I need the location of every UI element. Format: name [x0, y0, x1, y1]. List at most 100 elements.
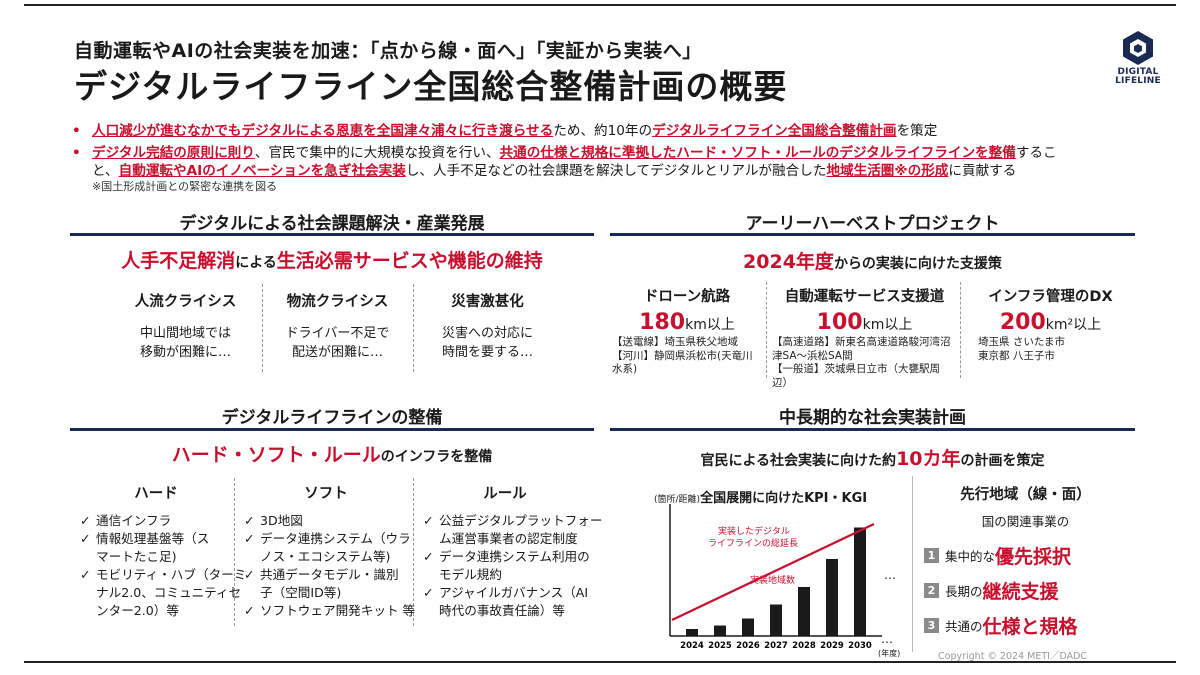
- project-detail-line: 【高速道路】新東名高速道路駿河湾沼: [772, 336, 951, 348]
- bullet-2-text: 、官民で集中的に大規模な投資を行い、: [254, 145, 500, 161]
- crisis-desc-line: 移動が困難に…: [139, 345, 231, 360]
- point-prefix: 長期の: [945, 584, 983, 599]
- bullet-2-emphasis-4: 地域生活圏※の形成: [826, 163, 949, 179]
- crisis-desc-disaster: 災害への対応に 時間を要する…: [420, 324, 555, 362]
- column-divider: [262, 284, 263, 372]
- region-subtitle: 国の関連事業の: [981, 514, 1070, 529]
- column-divider: [960, 282, 961, 378]
- list-item: ✓ 情報処理基盤等（ス: [80, 531, 210, 546]
- bar-2024: [686, 629, 698, 636]
- list-item: ✓ ソフトウェア開発キット 等: [244, 603, 416, 618]
- column-divider: [766, 282, 767, 378]
- list-item: ✓ データ連携システム利用の: [423, 549, 590, 564]
- project-unit: km以上: [685, 317, 735, 333]
- line-label-2: ライフラインの総延長: [708, 537, 798, 549]
- crisis-desc-line: ドライバー不足で: [285, 326, 390, 341]
- chart-trend-line: [671, 523, 875, 621]
- headline-end: の計画を策定: [960, 453, 1045, 469]
- category-title-soft: ソフト: [304, 486, 348, 502]
- project-number: 180: [639, 310, 686, 335]
- project-detail-line: 【一般道】茨城県日立市（大甕駅周: [772, 363, 940, 375]
- project-figure: 100km以上: [772, 310, 957, 335]
- bullet-2-emphasis-3: 自動運転やAIのイノベーションを急ぎ社会実装: [118, 163, 406, 179]
- bullet-2: • デジタル完結の原則に則り、官民で集中的に大規模な投資を行い、共通の仕様と規格…: [66, 144, 1146, 180]
- crisis-title-people: 人流クライシス: [134, 294, 237, 310]
- crisis-desc-line: 時間を要する…: [441, 345, 533, 360]
- bottom-rule: [24, 661, 1176, 663]
- project-details: 埼玉県 さいたま市 東京都 八王子市: [968, 336, 1133, 363]
- x-axis-unit: (年度): [878, 648, 900, 658]
- kpi-chart: 2024 2025 2026 2027 2028 2029 2030 実装したデジタル ライ…: [669, 504, 900, 658]
- chart-title: 全国展開に向けたKPI・KGI: [700, 491, 868, 506]
- point-prefix: 共通の: [945, 619, 983, 634]
- section-underline: [610, 428, 1135, 431]
- project-detail-line: 水系): [612, 363, 638, 375]
- bullet-1: • 人口減少が進むなかでもデジタルによる恩恵を全国津々浦々に行き渡らせるため、約…: [66, 122, 1146, 140]
- project-detail-line: 埼玉県 さいたま市: [978, 336, 1066, 348]
- project-title: インフラ管理のDX: [988, 289, 1113, 305]
- footnote: ※国土形成計画との緊密な連携を図る: [92, 180, 278, 193]
- point-emphasis: 仕様と規格: [982, 616, 1078, 638]
- page-title: デジタルライフライン全国総合整備計画の概要: [74, 67, 788, 106]
- list-item: ム運営事業者の認定制度: [439, 531, 578, 546]
- headline-emphasis-1: 人手不足解消: [121, 250, 236, 272]
- category-title-rule: ルール: [483, 486, 527, 502]
- project-detail-line: 【送電線】埼玉県秩父地域: [612, 336, 738, 348]
- x-tick-2024: 2024: [680, 641, 704, 651]
- project-title: ドローン航路: [643, 289, 731, 305]
- list-item: 時代の事故責任論）等: [439, 603, 565, 618]
- section-title-social-issues: デジタルによる社会課題解決・産業発展: [179, 214, 485, 234]
- bullet-2-emphasis-2: 共通の仕様と規格に準拠したハード・ソフト・ルールのデジタルライフラインを整備: [499, 145, 1016, 161]
- list-item: ✓ 通信インフラ: [80, 513, 172, 528]
- project-detail-line: 東京都 八王子市: [978, 349, 1055, 362]
- column-divider: [234, 478, 235, 626]
- leading-regions-panel: 先行地域（線・面） 国の関連事業の 1 集中的な優先採択 2 長期の継続支援 3 共通…: [918, 483, 1133, 639]
- axis-ellipsis: …: [881, 632, 893, 646]
- project-unit: km²以上: [1045, 317, 1102, 333]
- bullet-1-emphasis: 人口減少が進むなかでもデジタルによる恩恵を全国津々浦々に行き渡らせる: [92, 123, 554, 139]
- region-point-2: 2 長期の継続支援: [918, 577, 1133, 604]
- x-tick-2027: 2027: [764, 641, 788, 651]
- point-emphasis: 優先採択: [995, 546, 1072, 568]
- list-item: ✓ 3D地図: [244, 513, 303, 528]
- soft-list: ✓ 3D地図 ✓ データ連携システム（ウラ ノス・エコシステム等) ✓ 共通データモデ…: [244, 512, 416, 620]
- x-tick-2029: 2029: [820, 641, 844, 651]
- hard-list: ✓ 通信インフラ ✓ 情報処理基盤等（ス マートたこ足) ✓ モビリティ・ハブ（ターミ…: [80, 512, 247, 620]
- region-point-3: 3 共通の仕様と規格: [918, 612, 1133, 639]
- bullet-1-text: ため、約10年の: [553, 123, 653, 139]
- lifeline-headline: ハード・ソフト・ルールのインフラを整備: [70, 440, 594, 467]
- headline-rest: のインフラを整備: [380, 449, 493, 465]
- project-detail-line: 津SA～浜松SA間: [772, 349, 853, 362]
- headline-year: 2024年度: [743, 251, 834, 273]
- list-item: ✓ モビリティ・ハブ（ターミ: [80, 567, 247, 582]
- region-divider: [912, 476, 913, 652]
- list-item: ノス・エコシステム等): [260, 549, 391, 564]
- crisis-title-disaster: 災害激甚化: [451, 294, 524, 310]
- point-emphasis: 継続支援: [982, 581, 1059, 603]
- column-divider: [413, 284, 414, 372]
- line-label-1: 実装したデジタル: [718, 525, 790, 537]
- bar-2025: [714, 625, 726, 636]
- list-item: ✓ データ連携システム（ウラ: [244, 531, 411, 546]
- bar-2027: [770, 604, 782, 636]
- bar-label: 実装地域数: [750, 574, 795, 586]
- project-number: 200: [999, 310, 1046, 335]
- project-unit: km以上: [862, 317, 913, 333]
- early-harvest-headline: 2024年度からの実装に向けた支援策: [610, 247, 1135, 274]
- point-number: 1: [924, 548, 939, 563]
- project-details: 【高速道路】新東名高速道路駿河湾沼 津SA～浜松SA間 【一般道】茨城県日立市（…: [772, 336, 957, 390]
- list-item: ✓ 公益デジタルプラットフォー: [423, 513, 603, 528]
- headline-emphasis-2: 生活必需サービスや機能の維持: [276, 250, 543, 272]
- bullet-dot: •: [72, 123, 81, 139]
- top-rule: [24, 4, 1176, 6]
- x-tick-2025: 2025: [708, 641, 732, 651]
- project-number: 100: [816, 310, 863, 335]
- bullet-2-end-2: に貢献する: [948, 163, 1017, 179]
- list-item: モデル規約: [439, 567, 502, 582]
- section-title-early-harvest: アーリーハーベストプロジェクト: [745, 214, 1000, 234]
- crisis-desc-logistics: ドライバー不足で 配送が困難に…: [270, 324, 405, 362]
- region-title: 先行地域（線・面）: [960, 487, 1091, 503]
- headline-rest: からの実装に向けた支援策: [833, 256, 1002, 272]
- point-prefix: 集中的な: [945, 549, 996, 564]
- bar-2029: [826, 559, 838, 636]
